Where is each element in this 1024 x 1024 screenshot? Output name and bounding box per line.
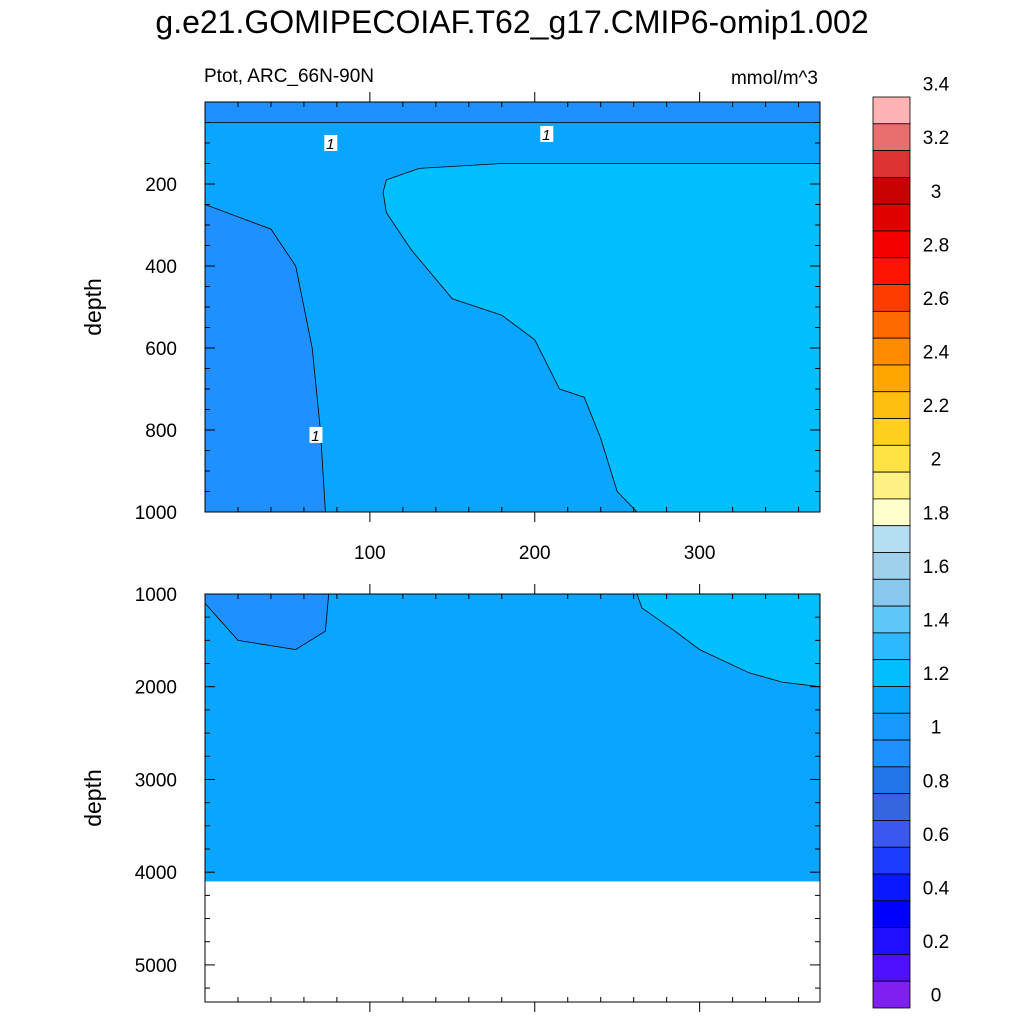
colorbar-swatch <box>872 552 911 580</box>
colorbar-swatch <box>872 632 911 661</box>
colorbar-swatch <box>872 900 911 929</box>
colorbar-label: 3.4 <box>923 75 950 96</box>
upper-panel: 200 400 600 800 1000 100 200 300 depth 1 1 1 <box>80 92 821 564</box>
colorbar-swatch <box>872 525 911 553</box>
colorbar-label: 1.6 <box>923 557 949 578</box>
colorbar-swatch <box>872 257 911 285</box>
colorbar-swatch <box>872 123 911 151</box>
contour-fills <box>205 102 820 512</box>
contour-region-1 <box>205 102 326 512</box>
y-tick-label: 1000 <box>135 585 177 606</box>
colorbar-swatch <box>872 337 911 366</box>
colorbar-label: 1.2 <box>923 664 949 685</box>
lower-panel: 1000 2000 3000 4000 5000 depth <box>80 584 821 1012</box>
colorbar-swatch <box>872 578 911 607</box>
colorbar-swatch <box>872 150 911 178</box>
colorbar-label: 2.6 <box>923 289 949 310</box>
contour-region-3 <box>382 163 820 512</box>
y-axis-label: depth <box>80 769 106 827</box>
contour-region-1 <box>205 594 330 651</box>
units-label: mmol/m^3 <box>730 68 818 89</box>
contour-label-box <box>324 135 338 151</box>
colorbar-swatch <box>872 980 911 1009</box>
colorbar-swatch <box>872 820 911 848</box>
variable-region-label: Ptot, ARC_66N-90N <box>204 66 375 87</box>
colorbar-swatch <box>872 444 911 473</box>
x-tick-label: 200 <box>519 543 551 564</box>
colorbar-label: 2.8 <box>923 235 949 256</box>
colorbar-swatch <box>872 605 911 634</box>
contour-label-box <box>309 426 323 443</box>
y-tick-label: 3000 <box>135 770 177 791</box>
colorbar-swatch <box>872 364 911 393</box>
y-tick-label: 200 <box>145 175 177 196</box>
colorbar-swatch <box>872 873 911 902</box>
contour-fills <box>205 594 820 1002</box>
colorbar-swatch <box>872 176 911 205</box>
plot-frame <box>204 593 821 1003</box>
colorbar-swatch <box>872 96 911 125</box>
colorbar-swatch <box>872 793 911 821</box>
colorbar-label: 3.2 <box>923 128 949 149</box>
colorbar-swatch <box>872 712 911 741</box>
colorbar-label: 1 <box>931 718 942 739</box>
colorbar-swatch <box>872 659 911 687</box>
y-tick-label: 2000 <box>135 678 177 699</box>
colorbar-label: 0 <box>931 986 942 1007</box>
colorbar-label: 0.2 <box>923 932 949 953</box>
chart-title: g.e21.GOMIPECOIAF.T62_g17.CMIP6-omip1.00… <box>155 4 869 40</box>
colorbar-swatch <box>872 418 911 446</box>
colorbar-label: 1.4 <box>923 610 950 631</box>
y-tick-label: 600 <box>145 339 177 360</box>
colorbar-label: 0.8 <box>923 771 949 792</box>
y-tick-label: 4000 <box>135 863 177 884</box>
colorbar-swatch <box>872 471 911 500</box>
colorbar-swatch <box>872 686 911 714</box>
contour-label: 1 <box>311 428 319 445</box>
contour-region-2 <box>636 594 820 688</box>
colorbar-swatch <box>872 391 911 419</box>
colorbar-swatch <box>872 498 911 527</box>
colorbar-label: 0.6 <box>923 825 949 846</box>
colorbar-label: 0.4 <box>923 878 950 899</box>
colorbar: 0 0.2 0.4 0.6 0.8 1 1.2 1.4 1.6 1.8 2 2.2 2.4 2.6 2.8 3… <box>872 75 950 1009</box>
y-axis-label: depth <box>80 278 106 336</box>
colorbar-label: 2.4 <box>923 343 950 364</box>
y-tick-label: 5000 <box>135 956 177 977</box>
colorbar-label: 3 <box>931 182 942 203</box>
colorbar-swatch <box>872 766 911 795</box>
x-tick-label: 300 <box>684 543 716 564</box>
colorbar-swatch <box>872 927 911 955</box>
contour-region-2 <box>205 102 820 123</box>
y-tick-label: 400 <box>145 257 177 278</box>
missing-data-area <box>205 881 820 1002</box>
colorbar-label: 1.8 <box>923 503 949 524</box>
colorbar-swatch <box>872 230 911 259</box>
contour-label: 1 <box>326 136 334 153</box>
colorbar-swatch <box>872 284 911 312</box>
colorbar-swatch <box>872 846 911 875</box>
contour-label-box <box>540 125 554 142</box>
colorbar-swatch <box>872 954 911 982</box>
colorbar-label: 2.2 <box>923 396 949 417</box>
x-tick-label: 100 <box>354 543 386 564</box>
colorbar-label: 2 <box>931 450 942 471</box>
colorbar-swatch <box>872 739 911 768</box>
colorbar-swatch <box>872 203 911 232</box>
contour-label: 1 <box>542 127 550 144</box>
y-tick-label: 800 <box>145 421 177 442</box>
colorbar-swatch <box>872 310 911 339</box>
y-tick-label: 1000 <box>135 503 177 524</box>
